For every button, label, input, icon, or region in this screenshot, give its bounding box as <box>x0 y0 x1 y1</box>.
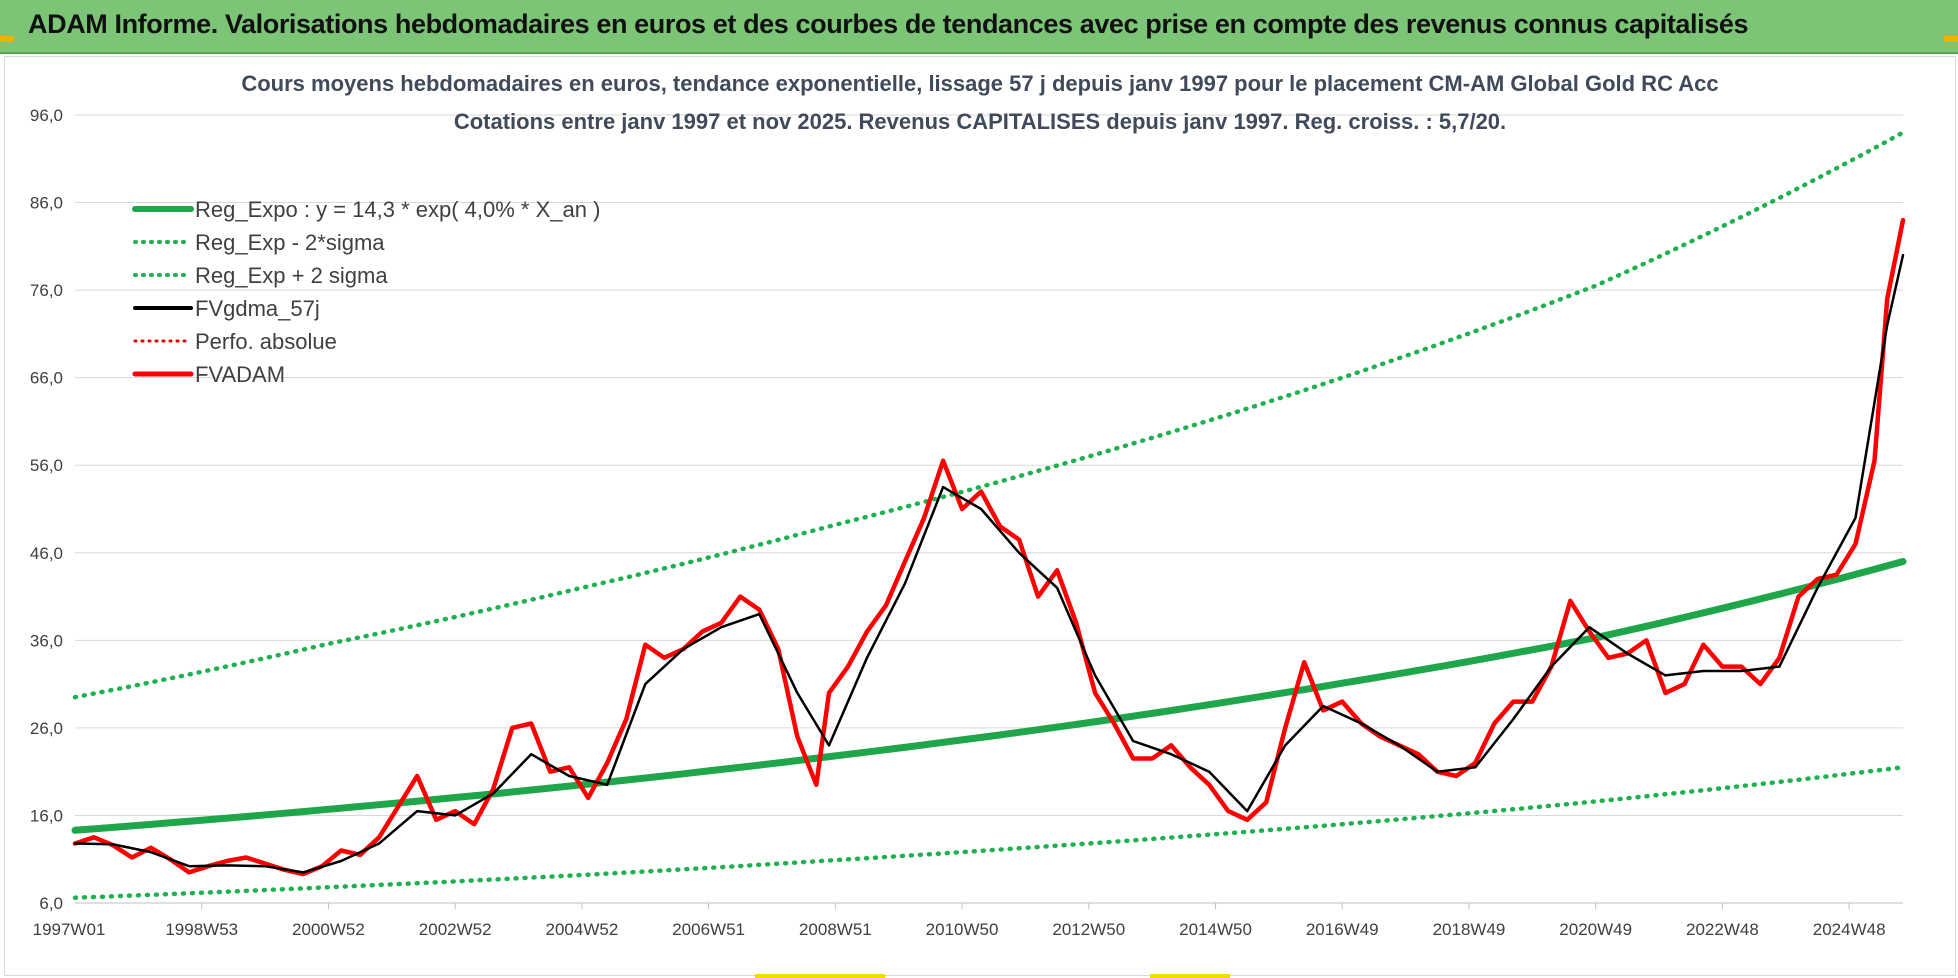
y-tick-label: 86,0 <box>30 194 63 213</box>
bottom-strip-1 <box>755 974 885 978</box>
y-tick-label: 76,0 <box>30 281 63 300</box>
legend-label: Reg_Expo : y = 14,3 * exp( 4,0% * X_an ) <box>195 197 600 222</box>
series-reg-exp-minus-2sigma <box>72 765 1906 900</box>
y-tick-label: 56,0 <box>30 456 63 475</box>
x-tick-label: 2002W52 <box>419 920 492 939</box>
banner-corner-left <box>0 36 14 42</box>
x-tick-label: 2024W48 <box>1813 920 1886 939</box>
legend-label: Reg_Exp + 2 sigma <box>195 263 388 288</box>
banner-corner-right <box>1944 36 1958 42</box>
gridlines <box>75 114 1903 904</box>
x-tick-label: 2016W49 <box>1306 920 1379 939</box>
legend: Reg_Expo : y = 14,3 * exp( 4,0% * X_an )… <box>132 197 600 387</box>
y-tick-label: 6,0 <box>39 894 63 913</box>
legend-label: FVADAM <box>195 362 285 387</box>
chart-subtitle: Cotations entre janv 1997 et nov 2025. R… <box>454 109 1506 134</box>
x-tick-label: 2018W49 <box>1433 920 1506 939</box>
y-tick-label: 46,0 <box>30 544 63 563</box>
x-tick-label: 2006W51 <box>672 920 745 939</box>
x-axis: 1997W01 1998W53 2000W52 2002W52 2004W52 2006W… <box>33 903 1886 939</box>
report-banner: ADAM Informe. Valorisations hebdomadaire… <box>0 0 1958 54</box>
x-tick-label: 2008W51 <box>799 920 872 939</box>
x-tick-label: 2000W52 <box>292 920 365 939</box>
series-layer <box>71 130 1907 900</box>
x-tick-label: 2012W50 <box>1052 920 1125 939</box>
x-tick-label: 2010W50 <box>926 920 999 939</box>
legend-label: FVgdma_57j <box>195 296 320 321</box>
x-tick-label: 1998W53 <box>165 920 238 939</box>
chart: 6,016,026,036,046,056,066,076,086,096,0 … <box>30 71 1907 939</box>
chart-title: Cours moyens hebdomadaires en euros, ten… <box>241 71 1718 96</box>
series-fvadam <box>72 217 1906 877</box>
y-tick-label: 96,0 <box>30 106 63 125</box>
legend-label: Perfo. absolue <box>195 329 337 354</box>
x-tick-label: 2014W50 <box>1179 920 1252 939</box>
x-tick-label: 1997W01 <box>33 920 106 939</box>
x-tick-label: 2004W52 <box>546 920 619 939</box>
bottom-strip-2 <box>1150 974 1230 978</box>
y-tick-label: 66,0 <box>30 369 63 388</box>
y-tick-label: 26,0 <box>30 719 63 738</box>
y-tick-label: 36,0 <box>30 631 63 650</box>
x-tick-label: 2022W48 <box>1686 920 1759 939</box>
y-tick-label: 16,0 <box>30 806 63 825</box>
series-reg-exp-plus-2sigma <box>72 130 1906 700</box>
legend-label: Reg_Exp - 2*sigma <box>195 230 385 255</box>
y-axis: 6,0 16,0 26,0 36,0 46,0 56,0 66,0 76,0 86,0 96,0 <box>30 106 63 913</box>
report-banner-title: ADAM Informe. Valorisations hebdomadaire… <box>28 9 1749 39</box>
series-fvgdma-57j <box>73 253 1905 874</box>
series-reg-expo <box>71 558 1907 834</box>
x-tick-label: 2020W49 <box>1559 920 1632 939</box>
chart-frame: 6,0 16,0 26,0 36,0 46,0 56,0 66,0 76,0 86,0 96,0 … <box>4 56 1956 976</box>
